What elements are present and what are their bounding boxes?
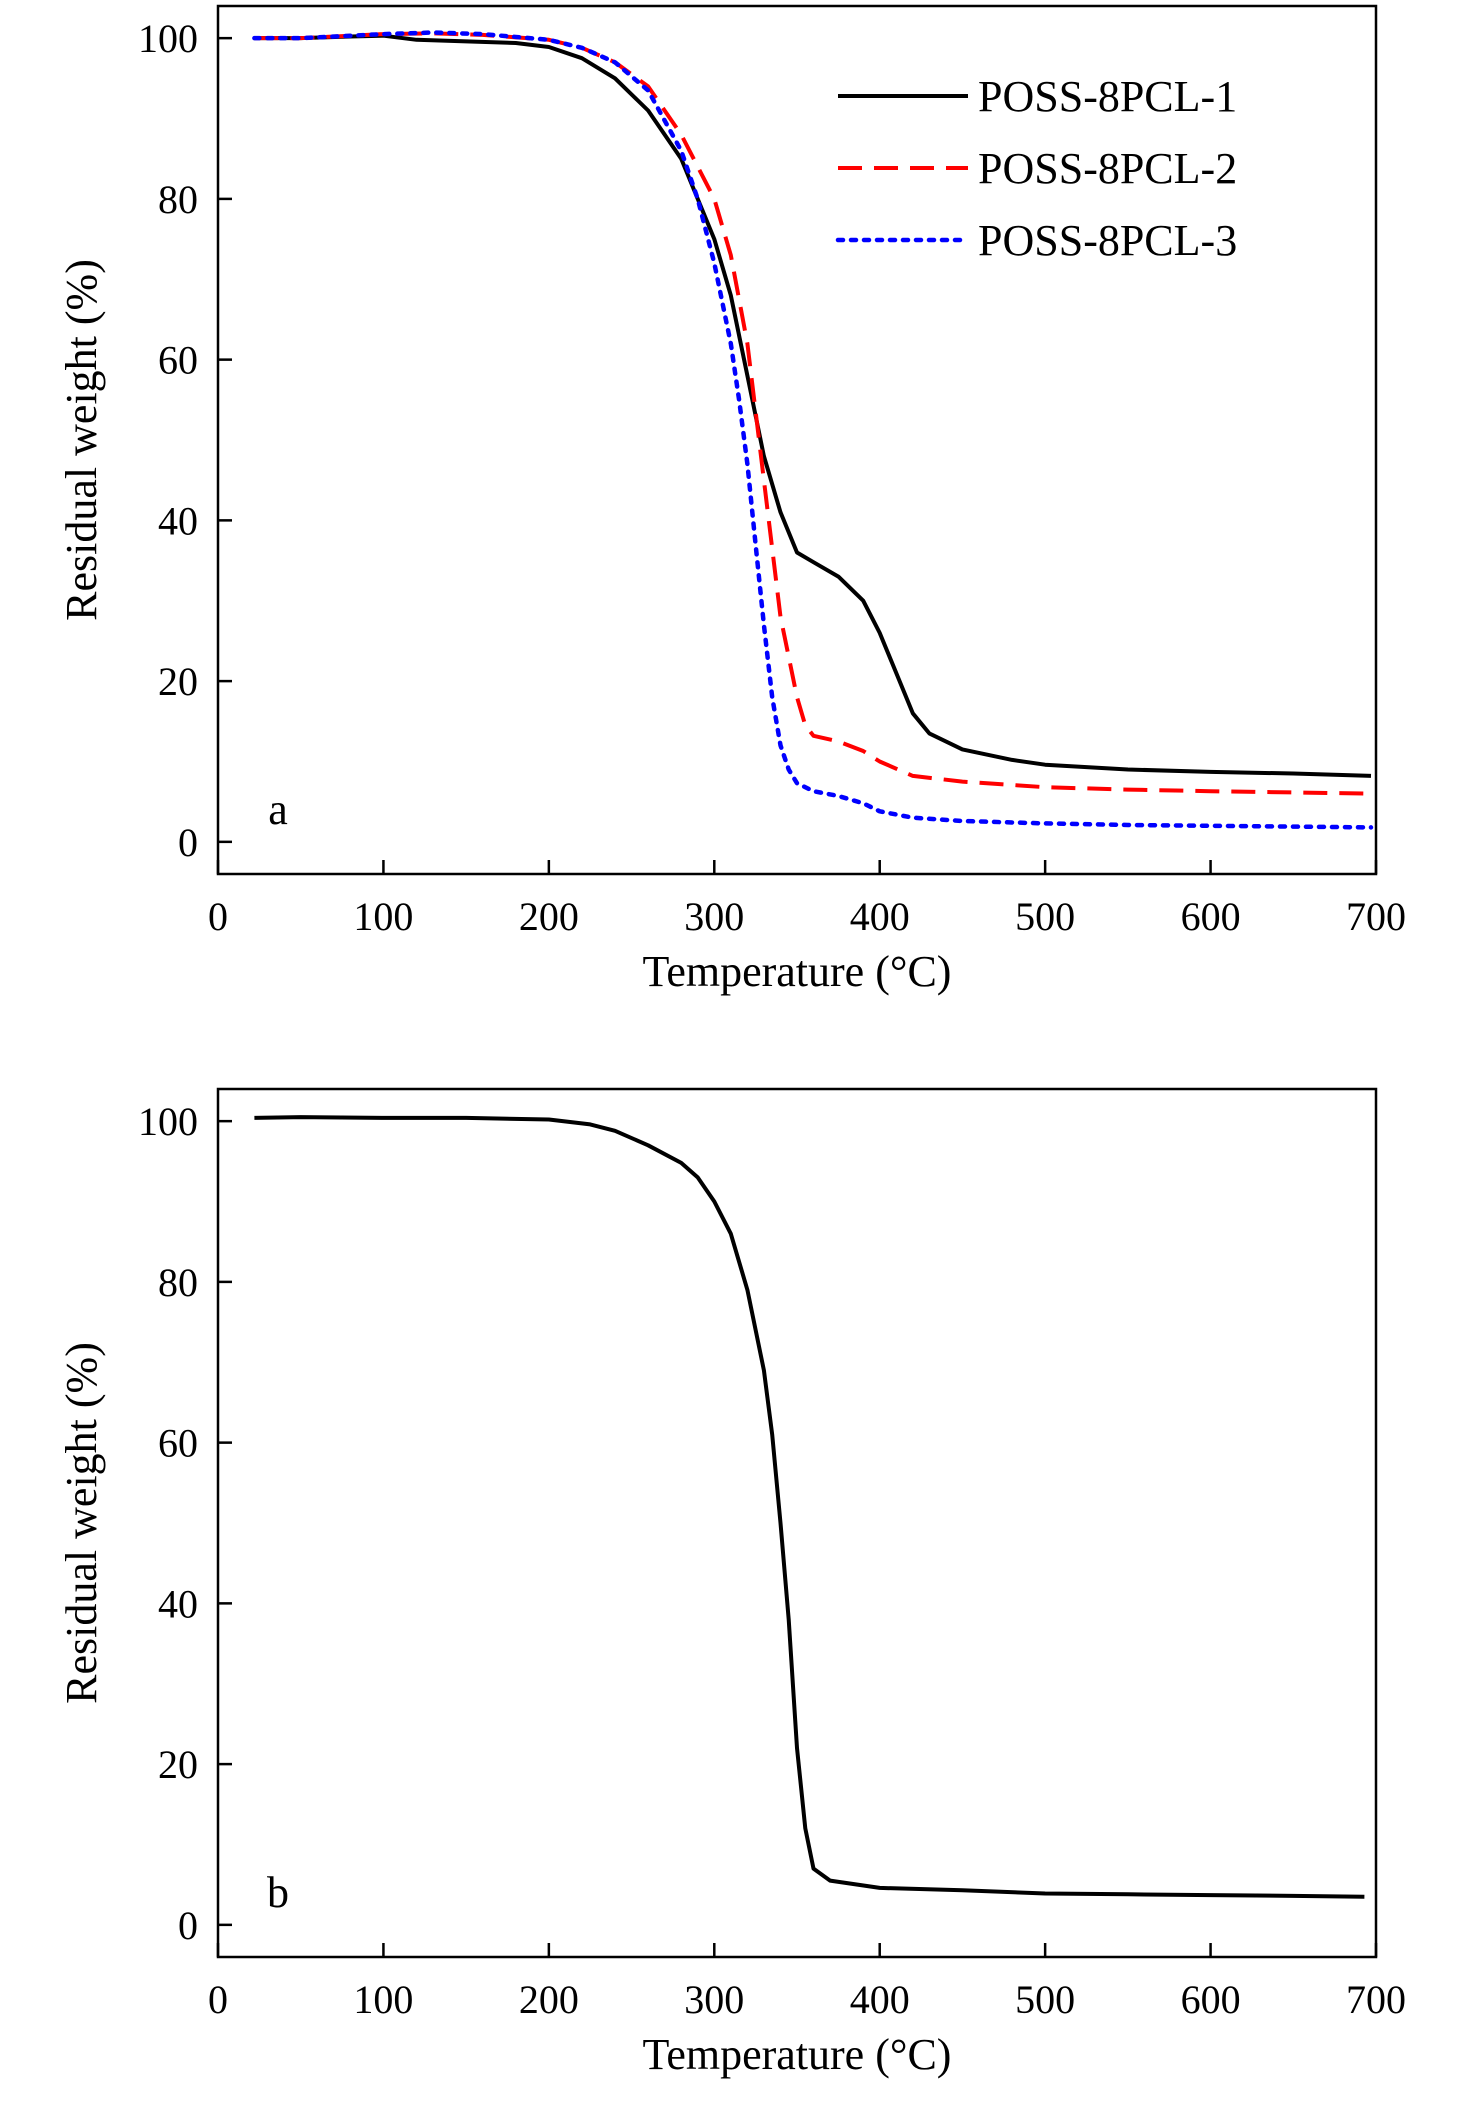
x-tick-label: 0 <box>208 894 228 939</box>
panel-a: 0 100 200 300 400 500 600 700 0 20 40 60 80 100 Temper… <box>57 4 1406 996</box>
x-tick-label: 500 <box>1015 894 1075 939</box>
legend-label-3: POSS-8PCL-3 <box>978 216 1237 265</box>
y-tick-label: 100 <box>138 1099 198 1144</box>
y-tick-label: 80 <box>158 1260 198 1305</box>
x-tick-label: 100 <box>353 894 413 939</box>
x-tick-label: 700 <box>1346 1977 1406 2022</box>
y-tick-label: 20 <box>158 659 198 704</box>
x-tick-label: 400 <box>850 1977 910 2022</box>
y-tick-label: 60 <box>158 1421 198 1466</box>
x-tick-label: 400 <box>850 894 910 939</box>
x-tick-label: 600 <box>1181 894 1241 939</box>
y-tick-label: 0 <box>178 820 198 865</box>
y-axis-title: Residual weight (%) <box>57 259 106 621</box>
legend-label-1: POSS-8PCL-1 <box>978 72 1237 121</box>
x-tick-label: 300 <box>684 1977 744 2022</box>
x-tick-label: 300 <box>684 894 744 939</box>
x-tick-label: 200 <box>519 1977 579 2022</box>
panel-label: b <box>267 1868 289 1917</box>
x-tick-label: 200 <box>519 894 579 939</box>
legend-label-2: POSS-8PCL-2 <box>978 144 1237 193</box>
plot-frame <box>216 1087 1378 1959</box>
x-axis-title: Temperature (°C) <box>643 947 952 996</box>
panel-label: a <box>268 785 288 834</box>
y-tick-label: 80 <box>158 177 198 222</box>
x-tick-label: 500 <box>1015 1977 1075 2022</box>
y-tick-label: 20 <box>158 1742 198 1787</box>
y-tick-label: 40 <box>158 1581 198 1626</box>
series-line-2 <box>254 31 1372 796</box>
series-line-3 <box>252 30 1374 830</box>
y-tick-label: 40 <box>158 498 198 543</box>
y-axis-title: Residual weight (%) <box>57 1342 106 1704</box>
series-line-1 <box>254 33 1372 778</box>
series-line-1 <box>254 1115 1365 1899</box>
x-tick-label: 600 <box>1181 1977 1241 2022</box>
y-tick-label: 60 <box>158 338 198 383</box>
x-tick-label: 700 <box>1346 894 1406 939</box>
y-tick-label: 100 <box>138 16 198 61</box>
x-tick-label: 0 <box>208 1977 228 2022</box>
panel-b: 0 100 200 300 400 500 600 700 0 20 40 60 80 100 Temper… <box>57 1087 1406 2079</box>
plot-frame <box>216 4 1378 876</box>
x-axis-title: Temperature (°C) <box>643 2030 952 2079</box>
x-tick-label: 100 <box>353 1977 413 2022</box>
y-tick-label: 0 <box>178 1903 198 1948</box>
